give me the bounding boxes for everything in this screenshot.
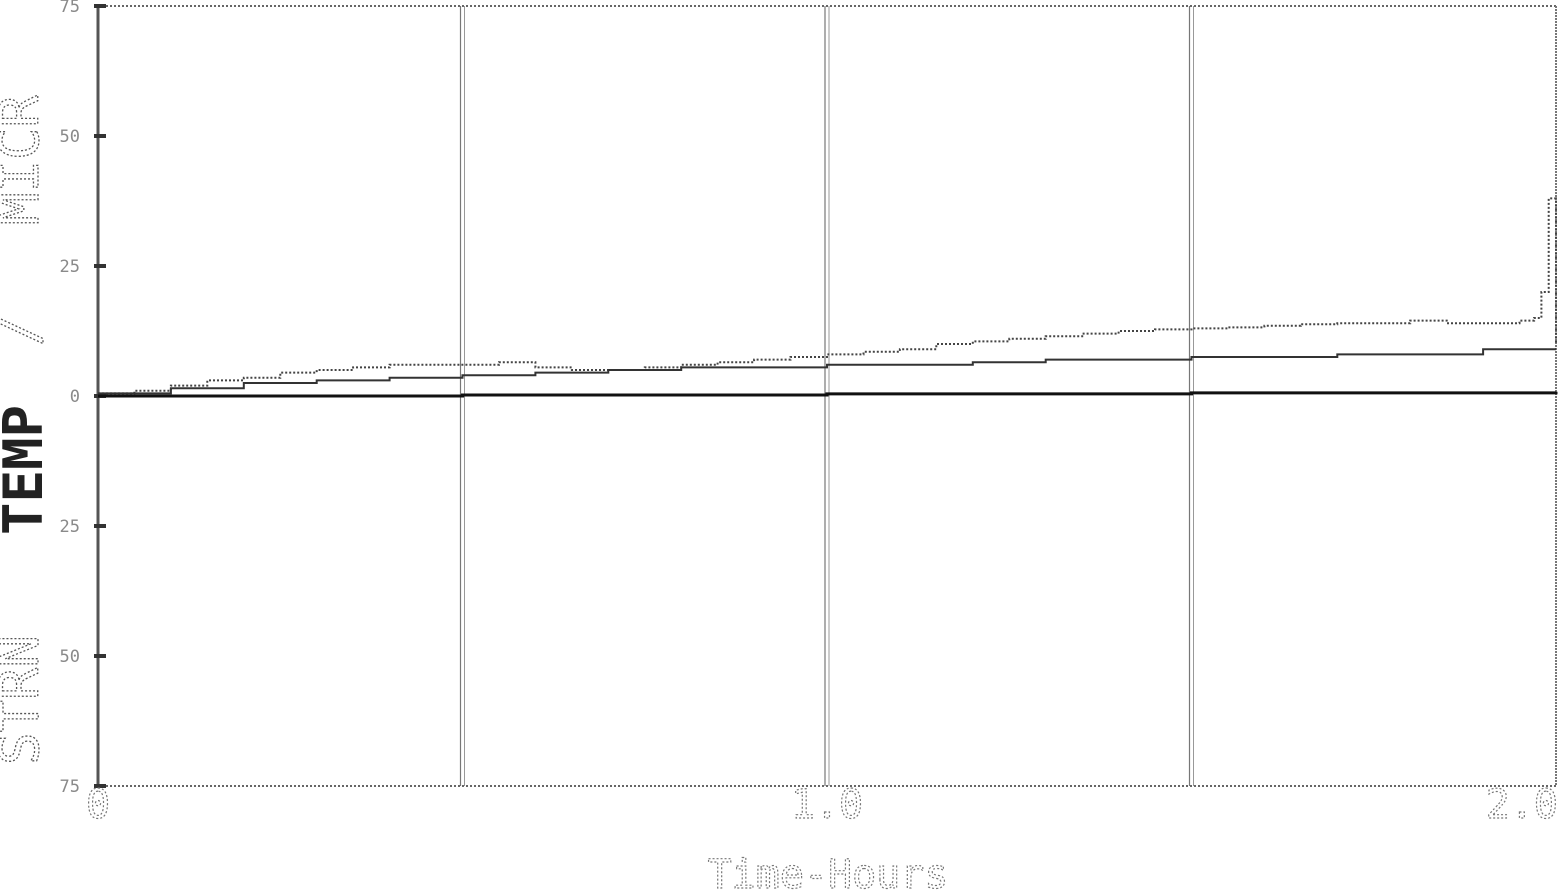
series-line-0 (98, 197, 1557, 395)
x-tick-label: 2.0 (1486, 782, 1558, 828)
y-axis-title: STRN TEMP / MICR (0, 94, 55, 766)
y-tick-labels: 75 50 25 0 25 50 75 (60, 0, 80, 797)
x-axis-title: Time-Hours (708, 852, 949, 893)
y-title-part-slash: / (0, 314, 51, 347)
series-line-1 (98, 348, 1556, 395)
y-tick-label: 25 (60, 517, 80, 537)
series-line-2 (98, 391, 1558, 398)
y-tick-label: 50 (60, 127, 80, 147)
y-title-part-micr: MICR (0, 94, 51, 225)
y-tick-label: 75 (60, 777, 80, 797)
y-tick-label: 50 (60, 647, 80, 667)
y-title-part-temp: TEMP (0, 405, 55, 535)
x-tick-label: 0 (86, 782, 110, 828)
x-tick-labels: 0 1.0 2.0 (85, 781, 1558, 828)
data-series (98, 197, 1558, 398)
y-tick-label: 25 (60, 257, 80, 277)
y-tick-label: 75 (60, 0, 80, 17)
x-tick-label: 1.0 (791, 782, 863, 828)
y-tick-label: 0 (70, 387, 80, 407)
y-title-part-strn: STRN (0, 635, 51, 765)
